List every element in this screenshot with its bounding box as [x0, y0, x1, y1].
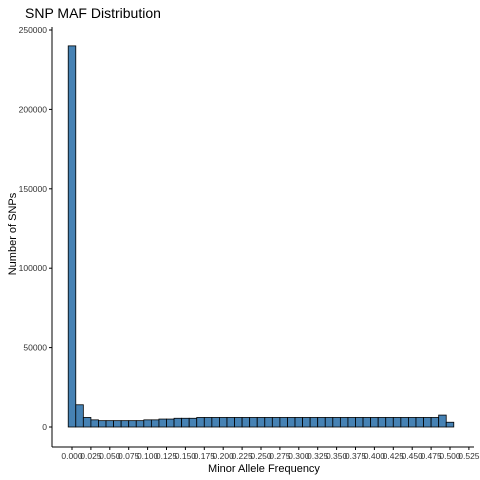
y-tick-label-2: 100000: [19, 263, 48, 273]
bar-1: [75, 404, 84, 428]
bar-14: [173, 417, 183, 428]
y-tick-label-0: 0: [42, 422, 47, 432]
x-tick-label-16: 0.400: [364, 451, 386, 461]
y-tick-label-4: 200000: [19, 104, 48, 114]
bar-23: [241, 417, 251, 428]
x-tick-label-11: 0.275: [269, 451, 291, 461]
bars-group: [67, 45, 455, 428]
bar-49: [438, 414, 447, 428]
bar-0: [67, 45, 77, 428]
bar-31: [302, 417, 311, 428]
bar-45: [408, 417, 417, 428]
bar-19: [211, 417, 220, 428]
x-tick-label-9: 0.225: [231, 451, 253, 461]
bar-42: [385, 417, 394, 428]
x-tick-label-10: 0.250: [250, 451, 272, 461]
bar-9: [135, 420, 145, 428]
bar-7: [120, 420, 130, 428]
bar-41: [377, 417, 387, 428]
x-tick-label-4: 0.100: [137, 451, 159, 461]
bar-26: [264, 417, 273, 428]
bar-13: [166, 418, 175, 428]
bar-22: [234, 417, 243, 428]
bar-40: [370, 417, 379, 428]
bar-43: [392, 417, 402, 428]
bar-39: [362, 417, 372, 428]
bar-3: [90, 419, 99, 428]
x-tick-label-17: 0.425: [383, 451, 405, 461]
x-tick-label-1: 0.025: [80, 451, 102, 461]
bar-29: [287, 417, 296, 428]
y-axis-label: Number of SNPs: [7, 192, 19, 275]
x-axis-label: Minor Allele Frequency: [208, 463, 320, 475]
bar-35: [332, 417, 341, 428]
x-tick-label-15: 0.375: [345, 451, 367, 461]
x-ticks-group: 0.0000.0250.0500.0750.1000.1250.1500.175…: [61, 447, 480, 461]
x-tick-label-13: 0.325: [307, 451, 329, 461]
x-tick-label-14: 0.350: [326, 451, 348, 461]
chart-title: SNP MAF Distribution: [25, 5, 161, 21]
x-tick-label-19: 0.475: [420, 451, 442, 461]
bar-36: [339, 417, 349, 428]
bar-46: [415, 417, 424, 428]
x-tick-label-0: 0.000: [61, 451, 83, 461]
bar-28: [279, 417, 288, 428]
y-tick-label-1: 50000: [23, 343, 47, 353]
bar-6: [113, 420, 122, 428]
x-tick-label-2: 0.050: [99, 451, 121, 461]
bar-30: [294, 417, 303, 428]
bar-24: [249, 417, 258, 428]
bar-25: [256, 417, 266, 428]
bar-4: [98, 420, 107, 428]
bar-32: [309, 417, 319, 428]
bar-34: [324, 417, 334, 428]
y-tick-label-5: 250000: [19, 25, 48, 35]
x-tick-label-20: 0.500: [439, 451, 461, 461]
bar-5: [105, 420, 114, 428]
bar-15: [181, 417, 190, 428]
bar-21: [226, 417, 235, 428]
x-tick-label-6: 0.150: [175, 451, 197, 461]
bar-48: [430, 417, 440, 428]
bar-11: [150, 419, 160, 428]
bar-38: [355, 417, 364, 428]
bar-47: [423, 417, 432, 428]
bar-27: [271, 417, 281, 428]
bar-12: [158, 418, 167, 428]
bar-37: [347, 417, 356, 428]
y-ticks-group: 0 50000 100000 150000 200000 250000: [19, 25, 52, 432]
bar-33: [317, 417, 326, 428]
bar-10: [143, 419, 152, 428]
x-tick-label-18: 0.450: [402, 451, 424, 461]
bar-17: [196, 417, 205, 428]
bar-50: [445, 421, 455, 428]
x-tick-label-3: 0.075: [118, 451, 140, 461]
y-tick-label-3: 150000: [19, 184, 48, 194]
x-tick-label-8: 0.200: [213, 451, 235, 461]
x-tick-label-5: 0.125: [156, 451, 178, 461]
bar-44: [400, 417, 409, 428]
bar-16: [188, 417, 198, 428]
bar-2: [82, 417, 92, 428]
x-tick-label-7: 0.175: [194, 451, 216, 461]
bar-8: [128, 420, 137, 428]
x-tick-label-21: 0.525: [458, 451, 480, 461]
x-tick-label-12: 0.300: [288, 451, 310, 461]
bar-20: [219, 417, 228, 428]
bar-18: [203, 417, 213, 428]
